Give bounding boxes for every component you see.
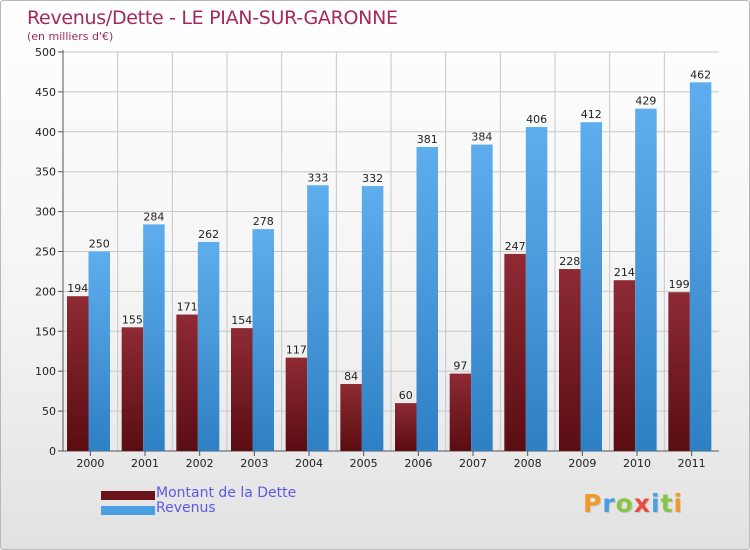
label-debt-2007: 97	[453, 360, 467, 373]
bar-revenus-2008	[525, 127, 548, 452]
label-revenus-2002: 262	[198, 228, 219, 241]
bar-revenus-2006	[416, 146, 438, 451]
label-revenus-2000: 250	[89, 238, 110, 251]
bar-revenus-2009	[580, 122, 602, 451]
label-debt-2010: 214	[614, 266, 635, 279]
xtick-label-2008: 2008	[514, 457, 542, 470]
label-revenus-2011: 462	[690, 68, 711, 81]
ytick-label: 500	[35, 46, 56, 59]
xtick-label-2000: 2000	[76, 457, 104, 470]
xtick-label-2011: 2011	[678, 457, 706, 470]
bar-debt-2005	[340, 383, 362, 451]
bar-debt-2001	[121, 327, 144, 451]
ytick-label: 300	[35, 206, 56, 219]
label-revenus-2008: 406	[526, 113, 547, 126]
bar-debt-2010	[613, 280, 636, 451]
logo-letter: i	[651, 489, 661, 518]
logo-letter: x	[633, 489, 651, 518]
ytick-label: 400	[35, 126, 56, 139]
xtick-label-2007: 2007	[459, 457, 487, 470]
legend-label-debt: Montant de la Dette	[156, 485, 297, 501]
label-debt-2001: 155	[122, 313, 143, 326]
label-debt-2008: 247	[505, 240, 526, 253]
bar-debt-2003	[231, 328, 253, 451]
ytick-label: 200	[35, 285, 56, 298]
ytick-label: 450	[35, 86, 56, 99]
ytick-label: 50	[42, 405, 56, 418]
xtick-label-2003: 2003	[240, 457, 268, 470]
logo-letter: o	[615, 489, 634, 518]
ytick-label: 100	[35, 365, 56, 378]
label-debt-2000: 194	[67, 282, 88, 295]
bar-revenus-2010	[635, 108, 657, 452]
label-debt-2005: 84	[344, 370, 358, 383]
label-debt-2009: 228	[559, 255, 580, 268]
label-revenus-2010: 429	[635, 95, 656, 108]
bar-revenus-2004	[307, 185, 329, 452]
label-debt-2011: 199	[669, 278, 690, 291]
label-revenus-2003: 278	[253, 215, 274, 228]
xtick-label-2009: 2009	[568, 457, 596, 470]
ytick-label: 150	[35, 325, 56, 338]
label-debt-2003: 154	[231, 314, 252, 327]
bar-debt-2000	[67, 296, 89, 451]
ytick-label: 250	[35, 246, 56, 259]
bars	[67, 82, 712, 452]
legend-label-revenus: Revenus	[156, 500, 216, 516]
ytick-label: 0	[49, 445, 56, 458]
ytick-label: 350	[35, 166, 56, 179]
logo-letter: r	[602, 489, 616, 518]
bar-debt-2007	[449, 373, 472, 451]
xtick-label-2004: 2004	[295, 457, 323, 470]
bar-revenus-2007	[471, 144, 493, 451]
proxiti-logo: Proxiti	[583, 489, 683, 518]
label-revenus-2005: 332	[362, 172, 383, 185]
bar-debt-2002	[176, 314, 198, 451]
label-revenus-2007: 384	[471, 131, 492, 144]
bar-revenus-2003	[252, 229, 274, 451]
xtick-label-2002: 2002	[186, 457, 214, 470]
bar-revenus-2002	[197, 241, 220, 451]
xtick-label-2005: 2005	[350, 457, 378, 470]
bar-debt-2004	[285, 357, 308, 451]
chart-subtitle: (en milliers d'€)	[27, 30, 114, 43]
data-labels: 194 155 171 154 117 84 60 97 247 228 214 199 250 284 2…	[67, 68, 711, 402]
axes: 0 50 100 150 200 250 300 350 400 450 500 2000 2001 20…	[35, 46, 719, 470]
label-debt-2006: 60	[399, 389, 413, 402]
bar-revenus-2000	[88, 251, 110, 451]
label-revenus-2006: 381	[417, 133, 438, 146]
legend-swatch-debt	[101, 491, 155, 500]
label-revenus-2001: 284	[143, 210, 164, 223]
logo-letter: P	[583, 489, 603, 518]
label-revenus-2009: 412	[581, 108, 602, 121]
xtick-label-2006: 2006	[404, 457, 432, 470]
bar-revenus-2001	[143, 224, 165, 451]
bar-revenus-2005	[361, 186, 384, 451]
label-debt-2002: 171	[177, 301, 198, 314]
label-revenus-2004: 333	[307, 171, 328, 184]
logo-letter: t	[660, 489, 674, 518]
bar-debt-2006	[395, 403, 417, 451]
bar-debt-2008	[504, 253, 526, 451]
label-debt-2004: 117	[286, 344, 307, 357]
logo-letter: i	[673, 489, 684, 518]
xtick-label-2001: 2001	[131, 457, 159, 470]
xtick-label-2010: 2010	[623, 457, 651, 470]
bar-debt-2009	[559, 269, 581, 451]
chart-title: Revenus/Dette - LE PIAN-SUR-GARONNE	[27, 7, 398, 29]
legend-swatch-revenus	[101, 506, 155, 515]
grid-lines	[63, 51, 719, 451]
bar-debt-2011	[668, 292, 690, 451]
bar-revenus-2011	[689, 82, 712, 451]
